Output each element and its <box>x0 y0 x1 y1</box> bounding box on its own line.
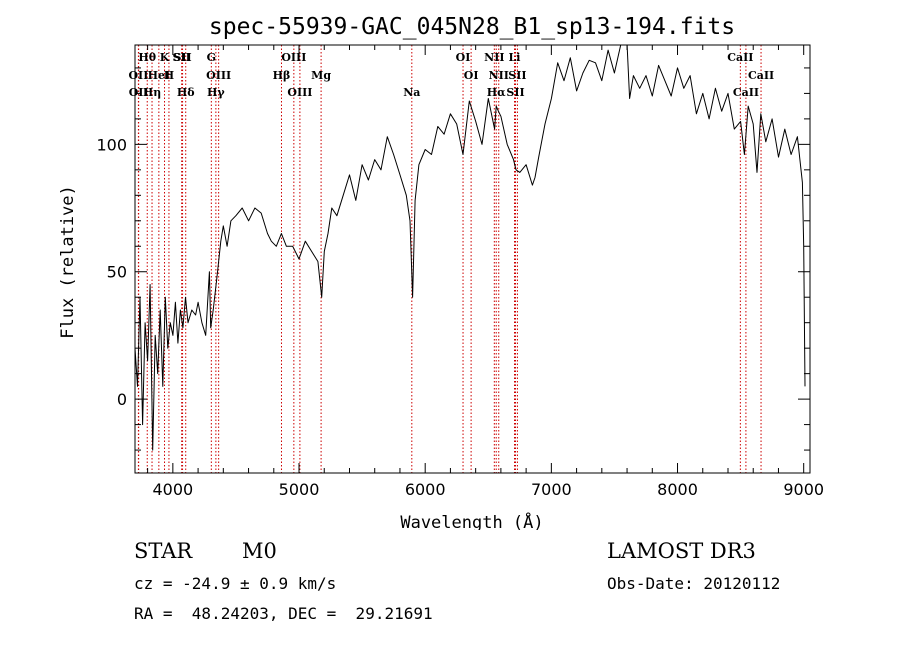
y-tick-label: 50 <box>107 263 127 282</box>
plot-frame <box>134 44 811 474</box>
line-marker-label: OII <box>128 69 148 82</box>
survey-name: LAMOST DR3 <box>607 539 756 563</box>
object-subclass: M0 <box>242 539 277 563</box>
spectrum-chart: spec-55939-GAC_045N28_B1_sp13-194.fits H… <box>58 14 824 530</box>
line-marker-label: Mg <box>311 69 331 82</box>
x-axis-ticks: 4000 5000 6000 7000 8000 9000 <box>147 45 824 499</box>
line-marker-label: Na <box>403 86 420 99</box>
line-marker-label: CaII <box>748 69 774 82</box>
line-marker-labels: Hθ OII OII K HeI Hη SII HHδ SII OIII Hγ G Hβ OIII OIII… <box>128 51 774 99</box>
line-marker-label: NII <box>489 69 509 82</box>
line-marker-label: NII <box>484 51 504 64</box>
line-marker-label: Hη <box>143 86 161 99</box>
spectrum-line <box>134 44 806 451</box>
line-marker-label: Hγ <box>207 86 225 99</box>
line-marker-label: SII <box>508 69 526 82</box>
line-markers <box>137 45 762 473</box>
line-marker-label: Hδ <box>177 86 195 99</box>
line-marker-label: CaII <box>727 51 753 64</box>
line-marker-label: OIII <box>206 69 231 82</box>
line-marker-label: Hβ <box>273 69 291 82</box>
line-marker-label: OIII <box>287 86 312 99</box>
line-marker-label: Hθ <box>138 51 156 64</box>
coordinates: RA = 48.24203, DEC = 29.21691 <box>134 604 433 623</box>
x-tick-label: 4000 <box>152 480 193 499</box>
line-marker-label: Li <box>509 51 521 64</box>
line-marker-label: G <box>207 51 216 64</box>
line-marker-label: OII <box>129 86 149 99</box>
redshift-cz: cz = -24.9 ± 0.9 km/s <box>134 574 337 593</box>
line-marker-label: SII <box>173 51 191 64</box>
y-tick-label: 0 <box>117 390 127 409</box>
y-tick-label: 100 <box>96 135 127 154</box>
x-tick-label: 9000 <box>783 480 824 499</box>
line-marker-label: HeI <box>148 69 171 82</box>
observation-date: Obs-Date: 20120112 <box>607 574 781 593</box>
line-marker-label: H <box>164 69 174 82</box>
line-marker-label: OI <box>464 69 479 82</box>
line-marker-label: SII <box>506 86 524 99</box>
object-class: STAR <box>134 539 193 563</box>
y-axis-label: Flux (relative) <box>58 185 78 339</box>
y-axis-ticks: 0 50 100 <box>96 67 810 451</box>
x-tick-label: 8000 <box>657 480 698 499</box>
line-marker-label: OIII <box>281 51 306 64</box>
line-marker-label: K <box>160 51 170 64</box>
line-marker-label: CaII <box>733 86 759 99</box>
chart-title: spec-55939-GAC_045N28_B1_sp13-194.fits <box>209 14 735 40</box>
line-marker-label: SII <box>173 51 191 64</box>
line-marker-label: Hα <box>487 86 506 99</box>
x-tick-label: 7000 <box>531 480 572 499</box>
line-marker-label: OI <box>456 51 471 64</box>
x-tick-label: 5000 <box>279 480 320 499</box>
x-axis-label: Wavelength (Å) <box>400 511 543 530</box>
x-tick-label: 6000 <box>405 480 446 499</box>
